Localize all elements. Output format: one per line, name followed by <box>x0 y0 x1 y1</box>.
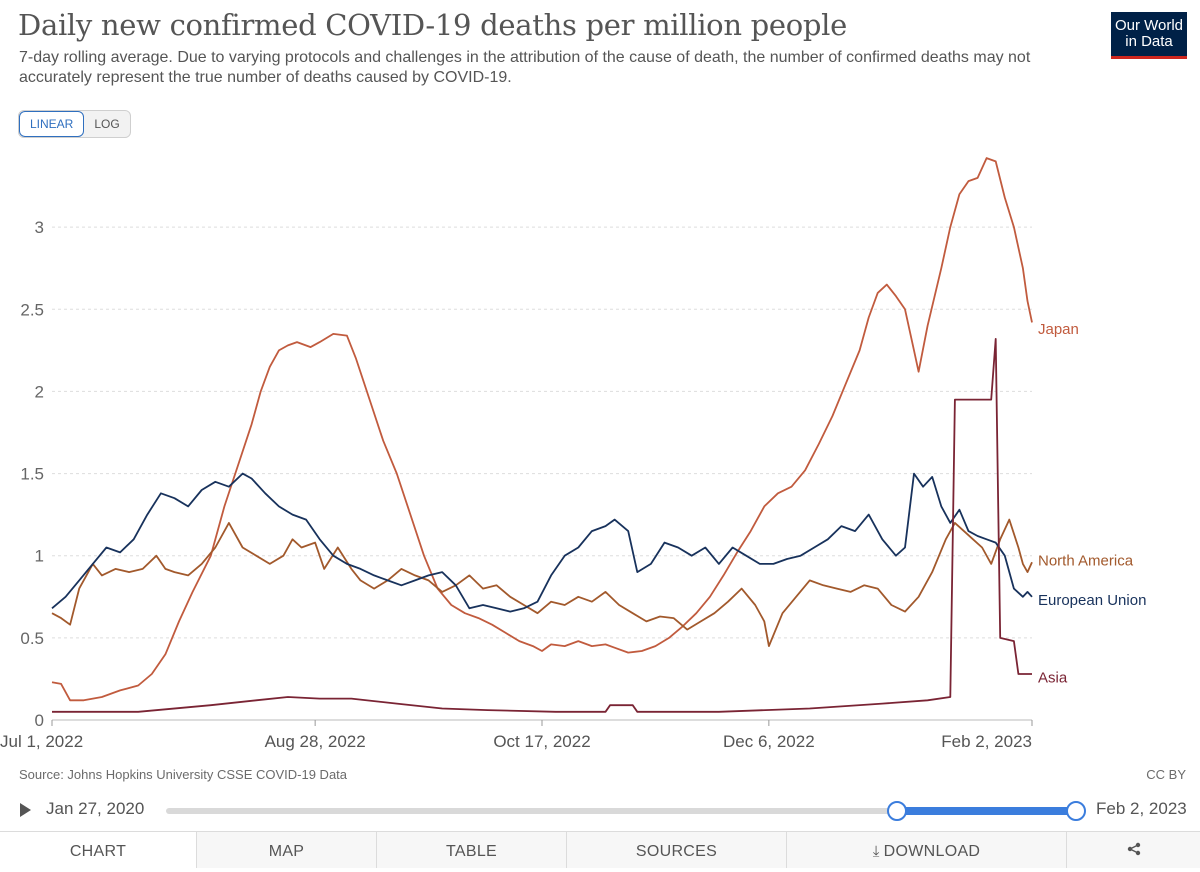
x-tick-label: Dec 6, 2022 <box>723 732 815 751</box>
share-button[interactable] <box>1067 832 1200 868</box>
timeline-slider: Jan 27, 2020 Feb 2, 2023 <box>0 790 1200 830</box>
source-note[interactable]: Source: Johns Hopkins University CSSE CO… <box>19 767 348 782</box>
tab-chart[interactable]: CHART <box>0 832 197 868</box>
x-tick-label: Feb 2, 2023 <box>941 732 1032 751</box>
series-label-asia: Asia <box>1038 669 1068 686</box>
download-icon: ⤓ <box>872 843 880 860</box>
series-label-european-union: European Union <box>1038 592 1146 609</box>
logo-line-1: Our World <box>1114 17 1184 34</box>
tab-download[interactable]: ⤓ DOWNLOAD <box>787 832 1067 868</box>
timeline-selected-range <box>896 807 1076 815</box>
logo-line-2: in Data <box>1125 33 1173 50</box>
download-label: DOWNLOAD <box>883 843 981 860</box>
x-tick-label: Aug 28, 2022 <box>265 732 366 751</box>
x-tick-label: Oct 17, 2022 <box>493 732 590 751</box>
series-label-japan: Japan <box>1038 321 1079 338</box>
play-icon[interactable] <box>20 803 31 817</box>
chart-title: Daily new confirmed COVID-19 deaths per … <box>18 8 848 42</box>
y-tick-label: 2.5 <box>20 300 44 319</box>
y-tick-label: 0 <box>35 711 44 730</box>
series-line-north-america <box>51 518 1033 647</box>
tab-map[interactable]: MAP <box>197 832 377 868</box>
log-scale-button[interactable]: LOG <box>94 117 120 131</box>
share-icon <box>1127 842 1140 856</box>
timeline-end-label: Feb 2, 2023 <box>1096 799 1187 818</box>
scale-toggle: LINEAR LOG <box>18 110 131 138</box>
chart-subtitle: 7-day rolling average. Due to varying pr… <box>19 49 1031 86</box>
y-tick-label: 1.5 <box>20 465 44 484</box>
timeline-start-label: Jan 27, 2020 <box>46 799 145 818</box>
series-label-north-america: North America <box>1038 553 1134 570</box>
x-tick-label: Jul 1, 2022 <box>0 732 83 751</box>
timeline-start-handle[interactable] <box>887 801 907 821</box>
linear-scale-button[interactable]: LINEAR <box>19 111 85 137</box>
y-tick-label: 0.5 <box>20 629 44 648</box>
series-line-japan <box>51 157 1033 702</box>
series-line-european-union <box>51 472 1033 613</box>
tab-table[interactable]: TABLE <box>377 832 567 868</box>
y-tick-label: 3 <box>35 218 44 237</box>
series-line-asia <box>52 338 1032 713</box>
owid-logo[interactable]: Our World in Data <box>1111 12 1187 59</box>
license-note[interactable]: CC BY <box>1146 767 1186 782</box>
tab-sources[interactable]: SOURCES <box>567 832 787 868</box>
timeline-end-handle[interactable] <box>1066 801 1086 821</box>
timeline-track[interactable] <box>166 808 1076 814</box>
y-tick-label: 2 <box>35 382 44 401</box>
line-chart[interactable]: 0 0.5 1 1.5 2 2.5 3 Jul 1, 2022 Aug 28, 2022 Oct … <box>0 145 1200 760</box>
bottom-tab-bar: CHART MAP TABLE SOURCES ⤓ DOWNLOAD <box>0 831 1200 868</box>
y-tick-label: 1 <box>35 547 44 566</box>
